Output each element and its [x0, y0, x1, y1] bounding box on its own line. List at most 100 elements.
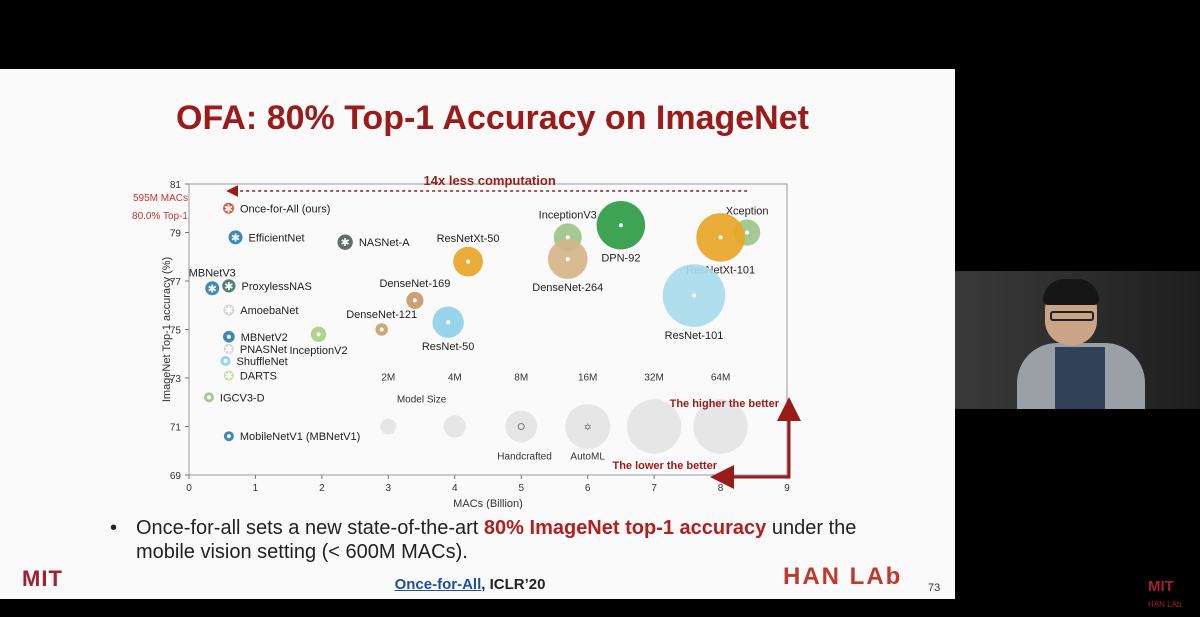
point-center-dot — [412, 298, 417, 303]
size-legend-bubble — [565, 404, 611, 449]
x-tick-label: 1 — [253, 483, 259, 494]
data-point — [222, 279, 236, 293]
bullet-symbol: • — [110, 517, 118, 539]
speaker-hair — [1043, 279, 1099, 305]
size-legend-bubble — [505, 410, 538, 443]
star-icon: ✱ — [341, 236, 350, 249]
bullet-suffix: under the mobile vision setting (< 600M … — [136, 517, 857, 563]
size-legend-label: 2M — [381, 372, 395, 383]
size-legend-bubble — [380, 418, 397, 435]
star-icon: ✱ — [231, 231, 240, 244]
data-point — [205, 281, 220, 296]
star-icon: ✱ — [224, 202, 233, 215]
slide: OFA: 80% Top-1 Accuracy on ImageNet 0 1 2 3… — [0, 69, 955, 599]
x-tick-label: 2 — [319, 483, 325, 494]
corner-han-lab-text: HAN LAb — [1148, 600, 1182, 609]
han-lab-logo: HAN LAb — [783, 563, 903, 590]
data-point-label: MBNetV2 — [241, 332, 288, 344]
star-icon: ✱ — [208, 282, 217, 295]
point-center-dot — [446, 320, 451, 325]
size-legend: 2M 4M 8M 16M 32M 64M Model Size ✡ Handcrafted Aut… — [380, 372, 748, 463]
x-tick-label: 7 — [651, 483, 657, 494]
point-center-dot — [223, 359, 228, 364]
scatter-chart: 0 1 2 3 4 5 6 7 8 9 69 71 73 75 77 79 81 MACs (Billion) Im… — [132, 173, 801, 509]
data-point-label: DenseNet-121 — [346, 309, 417, 321]
handcrafted-marker — [517, 423, 525, 430]
size-legend-label: 64M — [711, 372, 730, 383]
star-icon: ✱ — [224, 343, 233, 356]
x-tick-label: 0 — [186, 483, 192, 494]
y-tick-label: 79 — [170, 229, 182, 240]
data-point-label: AmoebaNet — [240, 305, 298, 317]
speaker-shirt — [1055, 347, 1105, 409]
corner-mit-logo: MIT — [1148, 578, 1174, 595]
data-point-label: ResNet-50 — [422, 341, 475, 353]
venue-text: , ICLR’20 — [481, 576, 546, 593]
automl-marker: ✡ — [583, 423, 591, 434]
point-center-dot — [316, 332, 321, 337]
y-tick-label: 77 — [170, 277, 182, 288]
handcrafted-label: Handcrafted — [497, 452, 551, 463]
y-tick-label: 75 — [170, 326, 182, 337]
ofa-macs-label: 595M MACs — [133, 193, 188, 204]
data-point-label: ShuffleNet — [237, 356, 288, 368]
automl-label: AutoML — [570, 452, 605, 463]
x-tick-label: 9 — [784, 483, 790, 494]
x-axis-label: MACs (Billion) — [453, 498, 523, 509]
size-legend-label: 8M — [514, 372, 528, 383]
data-point-label: EfficientNet — [249, 232, 305, 244]
data-point — [228, 230, 243, 245]
speaker-webcam — [955, 271, 1200, 409]
point-center-dot — [466, 259, 471, 264]
data-point-label: NASNet-A — [359, 237, 410, 249]
data-point-label: ProxylessNAS — [242, 281, 312, 293]
data-point-label: IGCV3-D — [220, 392, 265, 404]
data-point-label: DARTS — [240, 371, 277, 383]
size-legend-label: 16M — [578, 372, 597, 383]
size-legend-bubble — [626, 399, 682, 454]
mit-logo: MIT — [22, 566, 63, 591]
higher-label: The higher the better — [670, 398, 780, 410]
slide-title: OFA: 80% Top-1 Accuracy on ImageNet — [176, 99, 809, 137]
data-point — [337, 234, 353, 250]
data-point-label: MobileNetV1 (MBNetV1) — [240, 431, 360, 443]
data-point-label: DenseNet-169 — [379, 278, 450, 290]
y-tick-label: 73 — [170, 374, 182, 385]
point-center-dot — [206, 395, 211, 400]
lower-label: The lower the better — [612, 460, 717, 472]
computation-label: 14x less computation — [424, 173, 556, 188]
size-legend-bubble — [693, 399, 748, 454]
speaker-glasses — [1050, 311, 1094, 321]
point-center-dot — [618, 223, 623, 228]
y-tick-label: 71 — [170, 423, 182, 434]
data-point-label: InceptionV2 — [290, 345, 348, 357]
point-center-dot — [379, 327, 384, 332]
annotations: 14x less computation 595M MACs 80.0% Top-1… — [132, 173, 801, 489]
page-number: 73 — [928, 582, 941, 594]
data-point-label: PNASNet — [240, 344, 287, 356]
size-legend-bubble — [443, 415, 466, 438]
point-center-dot — [691, 293, 696, 298]
data-point — [223, 370, 234, 381]
data-point-label: Xception — [726, 205, 769, 217]
x-tick-label: 8 — [718, 483, 724, 494]
point-center-dot — [718, 235, 723, 240]
bullet-point: • Once-for-all sets a new state-of-the-a… — [110, 516, 890, 564]
x-tick-label: 3 — [386, 483, 392, 494]
point-center-dot — [565, 235, 570, 240]
bullet-highlight: 80% ImageNet top-1 accuracy — [483, 517, 767, 539]
point-center-dot — [226, 434, 231, 439]
point-center-dot — [226, 334, 231, 339]
size-legend-label: 32M — [644, 372, 663, 383]
data-point — [223, 343, 234, 354]
data-point-label: Once-for-All (ours) — [240, 203, 330, 215]
footer-reference: Once-for-All, ICLR’20 — [0, 576, 940, 593]
bullet-prefix: Once-for-all sets a new state-of-the-art — [136, 517, 484, 539]
y-tick-label: 81 — [170, 180, 182, 191]
data-point-label: ResNetXt-50 — [437, 233, 500, 245]
star-icon: ✱ — [224, 370, 233, 383]
y-axis-label: ImageNet Top-1 accuracy (%) — [161, 257, 173, 402]
data-point-label: ResNet-101 — [665, 330, 724, 342]
paper-link[interactable]: Once-for-All — [394, 576, 482, 593]
bullet-text: Once-for-all sets a new state-of-the-art… — [136, 516, 890, 564]
